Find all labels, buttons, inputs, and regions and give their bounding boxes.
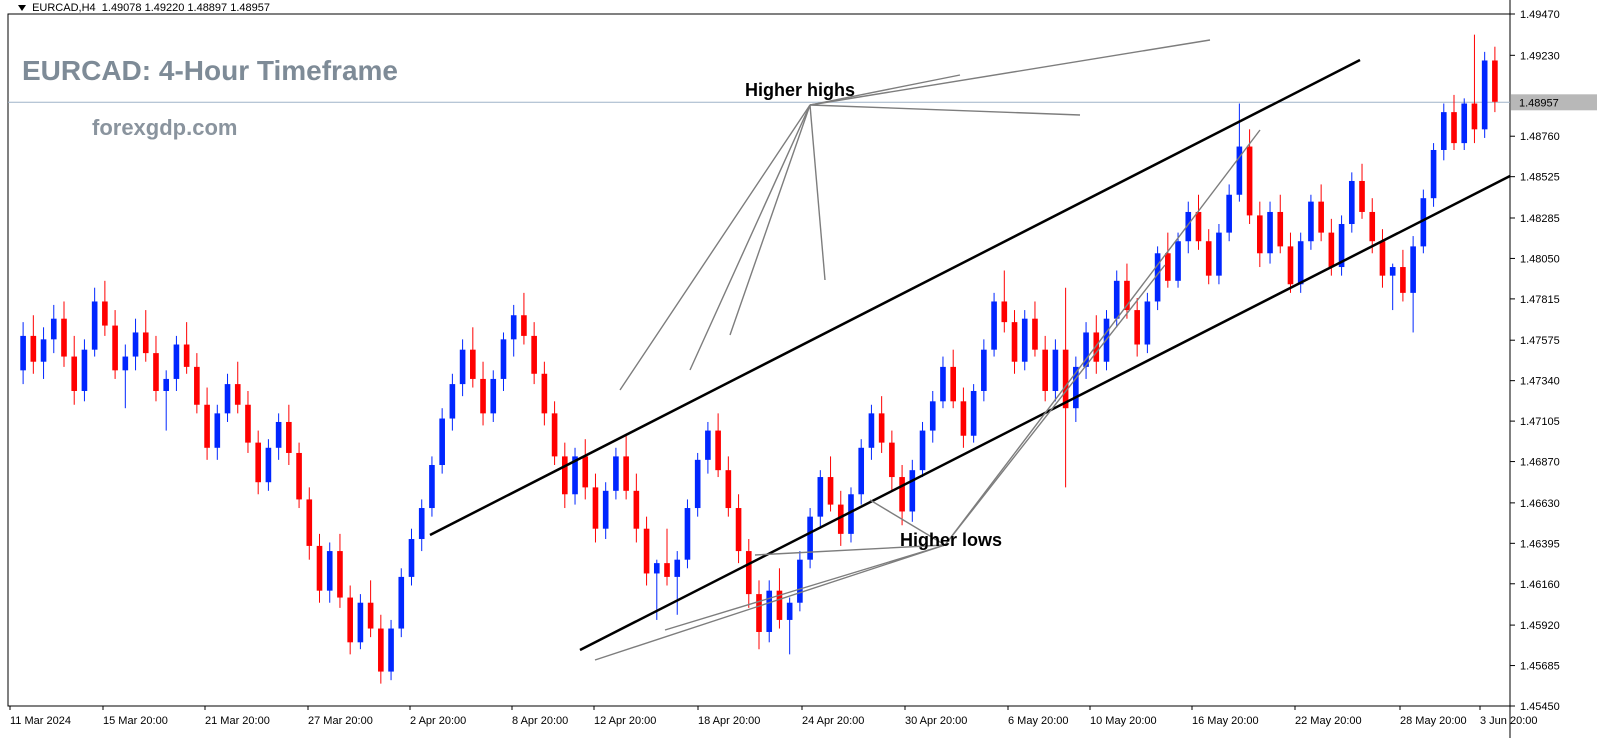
- svg-text:1.48050: 1.48050: [1520, 253, 1560, 265]
- svg-text:6 May 20:00: 6 May 20:00: [1008, 715, 1069, 727]
- svg-text:1.46160: 1.46160: [1520, 579, 1560, 591]
- svg-text:1.45450: 1.45450: [1520, 701, 1560, 713]
- chart-container: { "header": { "symbol": "EURCAD,H4", "oh…: [0, 0, 1600, 738]
- svg-text:18 Apr 20:00: 18 Apr 20:00: [698, 715, 760, 727]
- svg-text:27 Mar 20:00: 27 Mar 20:00: [308, 715, 373, 727]
- svg-text:16 May 20:00: 16 May 20:00: [1192, 715, 1259, 727]
- svg-text:1.48957: 1.48957: [1519, 97, 1559, 109]
- ohlc-label: 1.49078 1.49220 1.48897 1.48957: [102, 2, 270, 14]
- watermark: forexgdp.com: [92, 115, 237, 141]
- svg-text:1.46395: 1.46395: [1520, 538, 1560, 550]
- svg-text:1.48525: 1.48525: [1520, 172, 1560, 184]
- svg-text:2 Apr 20:00: 2 Apr 20:00: [410, 715, 466, 727]
- svg-text:1.47575: 1.47575: [1520, 335, 1560, 347]
- svg-text:1.48285: 1.48285: [1520, 213, 1560, 225]
- svg-text:10 May 20:00: 10 May 20:00: [1090, 715, 1157, 727]
- svg-text:1.49230: 1.49230: [1520, 50, 1560, 62]
- chart-title: EURCAD: 4-Hour Timeframe: [22, 55, 398, 87]
- chart-header: EURCAD,H4 1.49078 1.49220 1.48897 1.4895…: [18, 2, 270, 14]
- svg-text:1.46630: 1.46630: [1520, 498, 1560, 510]
- svg-text:30 Apr 20:00: 30 Apr 20:00: [905, 715, 967, 727]
- svg-text:15 Mar 20:00: 15 Mar 20:00: [103, 715, 168, 727]
- svg-text:1.45920: 1.45920: [1520, 620, 1560, 632]
- svg-text:1.47815: 1.47815: [1520, 294, 1560, 306]
- svg-text:21 Mar 20:00: 21 Mar 20:00: [205, 715, 270, 727]
- svg-text:11 Mar 2024: 11 Mar 2024: [10, 715, 71, 727]
- annotation-higher-lows: Higher lows: [900, 530, 1002, 551]
- svg-text:3 Jun 20:00: 3 Jun 20:00: [1480, 715, 1538, 727]
- svg-text:1.48760: 1.48760: [1520, 131, 1560, 143]
- svg-text:1.47340: 1.47340: [1520, 376, 1560, 388]
- svg-text:1.45685: 1.45685: [1520, 661, 1560, 673]
- svg-text:1.49470: 1.49470: [1520, 9, 1560, 21]
- svg-text:28 May 20:00: 28 May 20:00: [1400, 715, 1467, 727]
- svg-text:12 Apr 20:00: 12 Apr 20:00: [594, 715, 656, 727]
- svg-text:1.47105: 1.47105: [1520, 416, 1560, 428]
- svg-text:1.46870: 1.46870: [1520, 457, 1560, 469]
- svg-text:24 Apr 20:00: 24 Apr 20:00: [802, 715, 864, 727]
- chart-svg: 1.45450 1.45685 1.45920 1.46160 1.46395 1.466…: [0, 0, 1600, 738]
- svg-text:8 Apr 20:00: 8 Apr 20:00: [512, 715, 568, 727]
- dropdown-icon: [18, 5, 26, 11]
- svg-text:22 May 20:00: 22 May 20:00: [1295, 715, 1362, 727]
- annotation-higher-highs: Higher highs: [745, 80, 855, 101]
- symbol-label: EURCAD,H4: [32, 2, 96, 14]
